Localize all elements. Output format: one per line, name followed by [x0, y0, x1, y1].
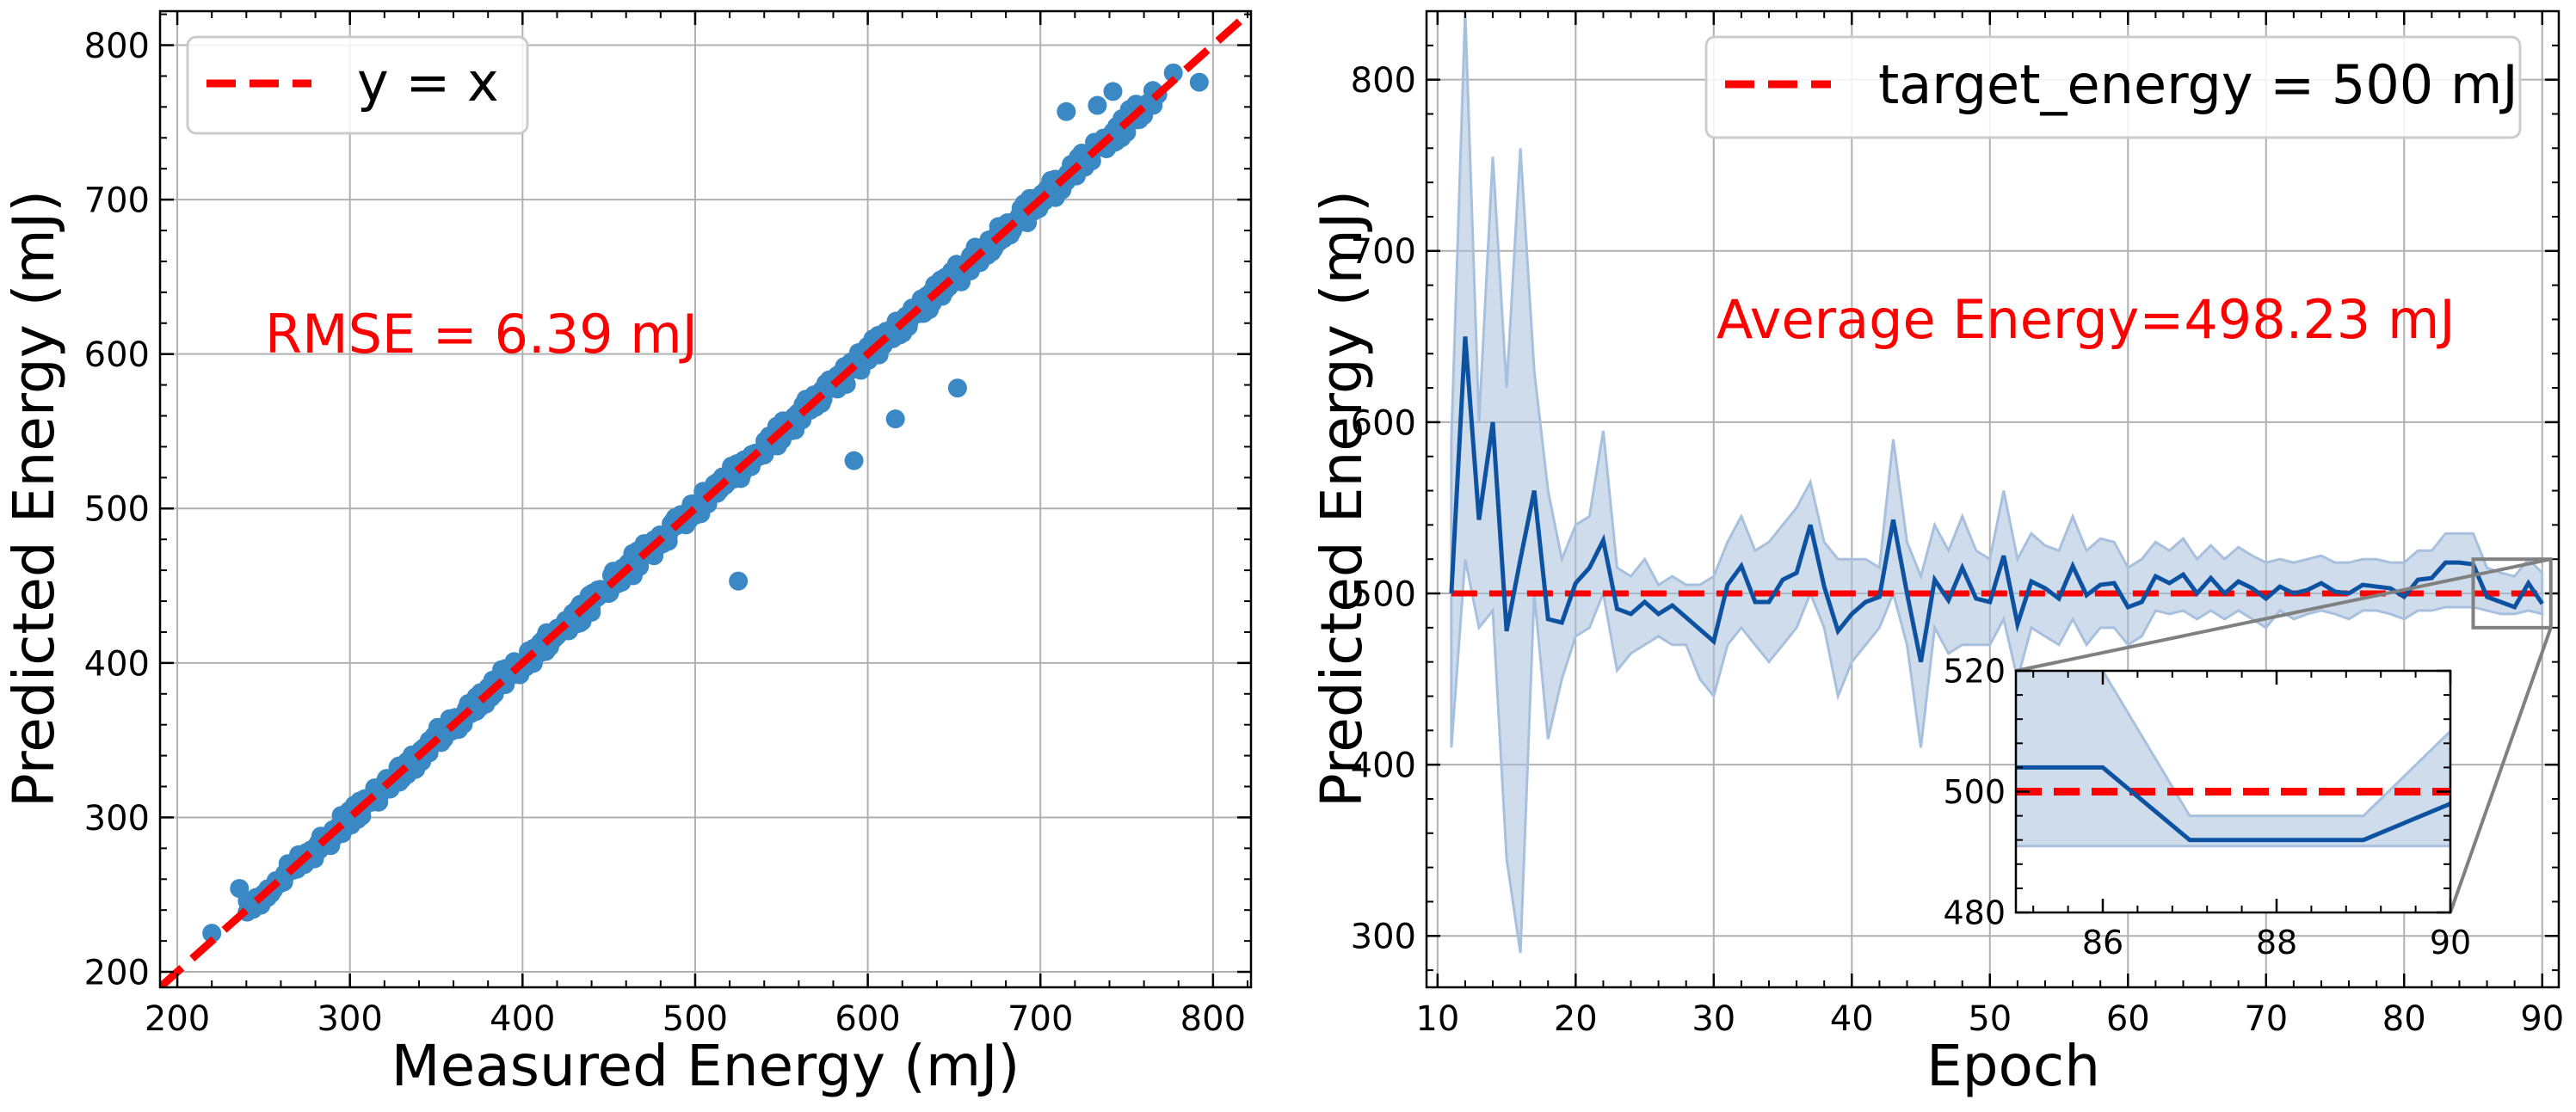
scatter-x-tick-label: 800 [1180, 999, 1246, 1039]
scatter-x-tick-label: 500 [662, 999, 728, 1039]
scatter-x-axis-label: Measured Energy (mJ) [391, 1033, 1020, 1099]
scatter-point [844, 451, 864, 470]
inset-confidence-band [2016, 671, 2450, 848]
inset-ticks [2016, 669, 2452, 914]
inset-zoom-axes: 86 88 90 480 500 520 [1943, 653, 2471, 961]
scatter-panel: 200 300 400 500 600 700 800 200 300 400 500 600 700… [1, 9, 1253, 1099]
scatter-y-tick-label: 200 [84, 953, 150, 992]
scatter-point [947, 378, 967, 398]
scatter-point [1103, 82, 1123, 101]
identity-reference-line [160, 11, 1251, 987]
epoch-y-tick-label: 400 [1351, 746, 1416, 786]
epoch-x-tick-label: 80 [2382, 999, 2426, 1039]
epoch-ticks [1427, 10, 2559, 987]
scatter-point [729, 571, 749, 591]
scatter-point [202, 924, 222, 943]
inset-connector-line [2449, 627, 2553, 913]
epoch-x-tick-label: 70 [2244, 999, 2288, 1039]
epoch-y-tick-labels: 300 400 500 600 700 800 [1351, 61, 1416, 957]
scatter-point [1189, 72, 1209, 92]
scatter-point [1163, 63, 1183, 83]
epoch-x-tick-labels: 10 20 30 40 50 60 70 80 90 [1415, 999, 2564, 1039]
scatter-point [240, 891, 260, 911]
epoch-y-tick-label: 500 [1351, 574, 1416, 614]
epoch-x-tick-label: 50 [1968, 999, 2012, 1039]
epoch-x-tick-label: 30 [1692, 999, 1735, 1039]
inset-y-tick-label: 500 [1943, 773, 2006, 811]
scatter-x-tick-label: 600 [835, 999, 900, 1039]
scatter-x-tick-label: 400 [490, 999, 555, 1039]
scatter-x-tick-label: 700 [1008, 999, 1073, 1039]
scatter-x-tick-labels: 200 300 400 500 600 700 800 [145, 999, 1246, 1039]
epoch-x-tick-label: 90 [2520, 999, 2564, 1039]
epoch-legend-label: target_energy = 500 mJ [1878, 53, 2518, 116]
scatter-legend-label: y = x [357, 51, 499, 114]
epoch-mean-line [1449, 336, 2544, 663]
epoch-y-tick-label: 700 [1351, 232, 1416, 272]
epoch-x-tick-label: 60 [2106, 999, 2150, 1039]
scatter-y-tick-label: 600 [84, 335, 150, 375]
scatter-axes-frame [158, 9, 1253, 989]
epoch-confidence-band [1450, 11, 2544, 954]
scatter-ticks [160, 11, 1251, 987]
inset-connector-line [2015, 557, 2552, 673]
scatter-point [1088, 95, 1107, 115]
scatter-legend-box [186, 35, 529, 135]
epoch-y-tick-label: 600 [1351, 403, 1416, 443]
epoch-y-axis-label: Predicted Energy (mJ) [1309, 190, 1375, 808]
epoch-axes-frame [1425, 9, 2561, 989]
scatter-y-axis-label: Predicted Energy (mJ) [1, 190, 67, 808]
scatter-y-tick-label: 700 [84, 181, 150, 220]
epoch-legend: target_energy = 500 mJ [1704, 35, 2522, 139]
scatter-legend: y = x [186, 35, 529, 135]
scatter-y-tick-label: 300 [84, 799, 150, 839]
epoch-x-tick-label: 10 [1415, 999, 1459, 1039]
scatter-y-tick-labels: 200 300 400 500 600 700 800 [84, 27, 150, 993]
scatter-dense-points [237, 81, 1163, 922]
rmse-annotation: RMSE = 6.39 mJ [265, 303, 698, 366]
scatter-y-tick-label: 400 [84, 644, 150, 684]
inset-x-tick-labels: 86 88 90 [2082, 924, 2471, 961]
inset-y-tick-label: 480 [1943, 894, 2006, 932]
scatter-x-tick-label: 200 [145, 999, 210, 1039]
inset-y-tick-label: 520 [1943, 653, 2006, 691]
scatter-point [1082, 151, 1101, 171]
scatter-y-tick-label: 500 [84, 490, 150, 530]
inset-x-tick-label: 90 [2430, 924, 2471, 961]
epoch-y-tick-label: 300 [1351, 918, 1416, 957]
scatter-grid [160, 11, 1251, 987]
inset-zoom-region-box [2471, 557, 2553, 630]
inset-mean-line [2016, 765, 2450, 843]
scatter-point [1057, 101, 1076, 121]
scatter-point [885, 409, 905, 429]
scatter-x-tick-label: 300 [317, 999, 383, 1039]
inset-y-tick-labels: 480 500 520 [1943, 653, 2006, 932]
inset-x-tick-label: 86 [2082, 924, 2123, 961]
epoch-y-tick-label: 800 [1351, 61, 1416, 101]
average-energy-annotation: Average Energy=498.23 mJ [1716, 288, 2456, 351]
epoch-panel: 10 20 30 40 50 60 70 80 90 300 400 500 600 700 800 Ep… [1309, 9, 2564, 1099]
epoch-x-tick-label: 20 [1554, 999, 1598, 1039]
epoch-x-tick-label: 40 [1830, 999, 1874, 1039]
epoch-legend-box [1704, 35, 2522, 139]
inset-x-tick-label: 88 [2256, 924, 2297, 961]
scatter-y-tick-label: 800 [84, 27, 150, 66]
epoch-x-axis-label: Epoch [1926, 1033, 2100, 1099]
scatter-point [230, 879, 250, 899]
